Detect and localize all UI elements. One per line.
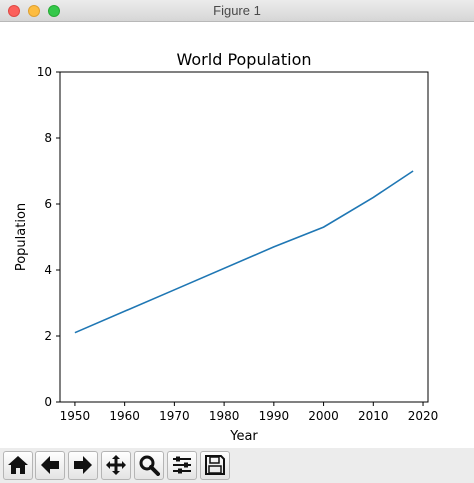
home-icon (8, 456, 28, 474)
y-tick-label: 8 (44, 131, 52, 145)
subplots-button[interactable] (167, 451, 197, 480)
x-tick-label: 2000 (308, 409, 339, 423)
window-titlebar[interactable]: Figure 1 (0, 0, 474, 22)
save-button[interactable] (200, 451, 230, 480)
forward-arrow-icon (74, 456, 92, 474)
x-tick-label: 1960 (109, 409, 140, 423)
x-tick-label: 1970 (159, 409, 190, 423)
zoom-magnifier-icon (139, 455, 160, 476)
configure-subplots-icon (173, 456, 191, 474)
back-arrow-icon (41, 456, 59, 474)
figure-canvas[interactable]: World Population Year Population 1950 196… (0, 22, 474, 448)
x-tick-label: 2020 (408, 409, 439, 423)
minimize-window-button[interactable] (28, 5, 40, 17)
y-tick-label: 0 (44, 395, 52, 409)
maximize-window-button[interactable] (48, 5, 60, 17)
y-ticks: 0 2 4 6 8 10 (37, 65, 60, 409)
chart-title: World Population (177, 50, 312, 69)
pan-move-icon (106, 455, 126, 475)
save-floppy-icon (205, 455, 225, 475)
y-tick-label: 2 (44, 329, 52, 343)
plot-area-frame (59, 71, 429, 403)
population-series-line (74, 170, 414, 334)
y-tick-label: 10 (37, 65, 52, 79)
plot-svg: World Population Year Population 1950 196… (14, 50, 439, 444)
navigation-toolbar (0, 448, 474, 483)
forward-button[interactable] (68, 451, 98, 480)
y-tick-label: 4 (44, 263, 52, 277)
window-title: Figure 1 (213, 3, 261, 18)
back-button[interactable] (35, 451, 65, 480)
x-tick-label: 1950 (60, 409, 91, 423)
y-axis-label: Population (14, 203, 29, 271)
x-ticks: 1950 1960 1970 1980 1990 2000 2010 2020 (60, 402, 439, 423)
zoom-button[interactable] (134, 451, 164, 480)
series-group (74, 170, 414, 334)
x-tick-label: 2010 (358, 409, 389, 423)
x-axis-label: Year (229, 429, 258, 444)
close-window-button[interactable] (8, 5, 20, 17)
pan-button[interactable] (101, 451, 131, 480)
home-button[interactable] (3, 451, 33, 480)
x-tick-label: 1990 (259, 409, 290, 423)
x-tick-label: 1980 (209, 409, 240, 423)
y-tick-label: 6 (44, 197, 52, 211)
